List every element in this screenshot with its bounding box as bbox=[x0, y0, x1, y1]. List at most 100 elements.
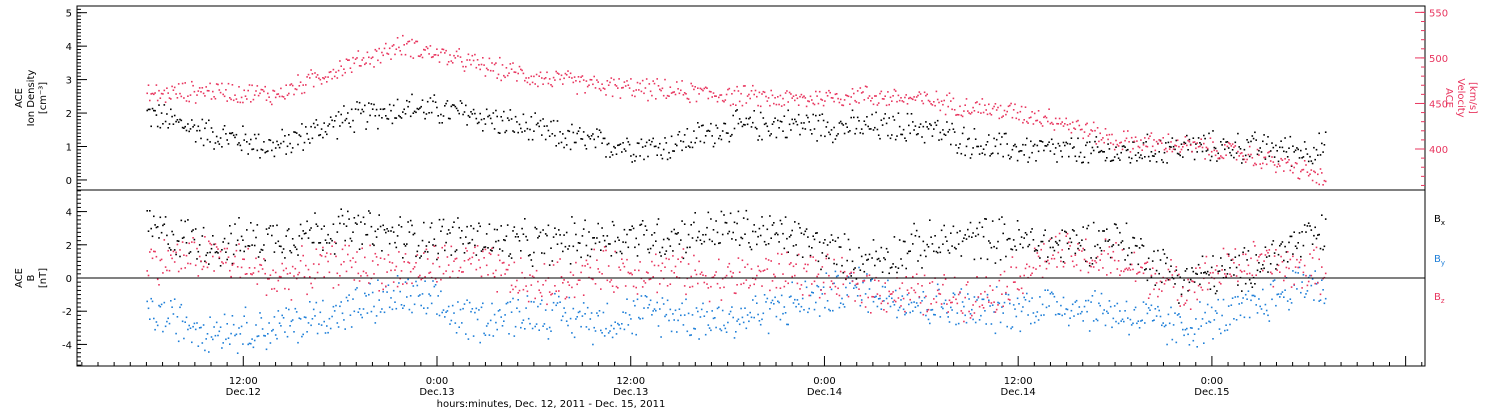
data-point bbox=[303, 91, 306, 94]
data-point bbox=[586, 134, 589, 137]
data-point bbox=[156, 226, 159, 228]
data-point bbox=[1128, 156, 1130, 159]
data-point bbox=[388, 261, 391, 263]
data-point bbox=[488, 57, 491, 60]
data-point bbox=[280, 245, 282, 248]
data-point bbox=[678, 243, 681, 245]
data-point bbox=[455, 107, 458, 110]
data-point bbox=[1301, 169, 1303, 171]
data-point bbox=[1302, 156, 1305, 158]
data-point bbox=[881, 300, 884, 302]
data-point bbox=[444, 244, 446, 247]
data-point bbox=[723, 324, 725, 327]
data-point bbox=[577, 279, 580, 281]
data-point bbox=[514, 115, 517, 118]
data-point bbox=[164, 266, 167, 268]
data-point bbox=[392, 289, 395, 292]
data-point bbox=[554, 134, 556, 137]
data-point bbox=[264, 85, 266, 88]
data-point bbox=[1098, 269, 1100, 271]
data-point bbox=[790, 129, 792, 131]
data-point bbox=[1165, 142, 1167, 144]
data-point bbox=[640, 295, 643, 297]
data-point bbox=[1070, 309, 1073, 312]
y-tick-label: -2 bbox=[62, 307, 72, 318]
data-point bbox=[820, 289, 822, 291]
data-point bbox=[294, 131, 297, 134]
data-point bbox=[938, 288, 940, 291]
data-point bbox=[538, 75, 540, 77]
data-point bbox=[212, 255, 214, 258]
data-point bbox=[1195, 143, 1197, 145]
data-point bbox=[761, 318, 763, 321]
data-point bbox=[652, 244, 654, 247]
data-point bbox=[1035, 315, 1037, 318]
data-point bbox=[598, 241, 601, 243]
data-point bbox=[752, 121, 754, 124]
data-point bbox=[438, 61, 441, 63]
data-point bbox=[1217, 152, 1219, 155]
data-point bbox=[1246, 298, 1248, 300]
data-point bbox=[347, 299, 349, 302]
data-point bbox=[344, 239, 346, 242]
data-point bbox=[1273, 156, 1276, 158]
data-point bbox=[322, 246, 324, 249]
data-point bbox=[149, 99, 151, 102]
data-point bbox=[918, 296, 921, 298]
data-point bbox=[682, 324, 685, 326]
data-point bbox=[1221, 269, 1223, 271]
data-point bbox=[1241, 271, 1243, 273]
data-point bbox=[1179, 154, 1181, 157]
data-point bbox=[503, 239, 505, 241]
data-point bbox=[573, 296, 576, 299]
data-point bbox=[210, 127, 213, 129]
data-point bbox=[483, 332, 485, 335]
data-point bbox=[973, 128, 976, 130]
data-point bbox=[657, 264, 660, 267]
data-point bbox=[775, 136, 778, 139]
data-point bbox=[551, 260, 554, 262]
data-point bbox=[606, 143, 609, 146]
data-point bbox=[541, 77, 543, 79]
data-point bbox=[1248, 272, 1251, 275]
data-point bbox=[407, 278, 409, 281]
data-point bbox=[424, 49, 426, 51]
data-point bbox=[560, 74, 563, 77]
data-point bbox=[630, 155, 632, 157]
data-point bbox=[837, 287, 839, 290]
data-point bbox=[274, 334, 277, 336]
data-point bbox=[425, 113, 428, 115]
data-point bbox=[737, 90, 740, 92]
data-point bbox=[1136, 245, 1138, 247]
data-point bbox=[164, 216, 167, 218]
data-point bbox=[834, 240, 837, 242]
data-point bbox=[369, 212, 371, 214]
data-point bbox=[1019, 110, 1022, 113]
data-point bbox=[212, 338, 214, 341]
data-point bbox=[1243, 148, 1246, 151]
data-point bbox=[1024, 144, 1027, 146]
data-point bbox=[1170, 259, 1172, 261]
data-point bbox=[522, 72, 525, 75]
data-point bbox=[1044, 229, 1046, 231]
data-point bbox=[946, 240, 948, 242]
data-point bbox=[998, 117, 1001, 120]
data-point bbox=[449, 323, 451, 325]
data-point bbox=[863, 99, 866, 101]
data-point bbox=[510, 284, 513, 287]
data-point bbox=[1121, 148, 1124, 151]
data-point bbox=[588, 231, 590, 233]
data-point bbox=[499, 309, 501, 311]
data-point bbox=[167, 317, 169, 320]
data-point bbox=[1200, 143, 1202, 146]
data-point bbox=[1052, 293, 1054, 295]
data-point bbox=[348, 122, 350, 124]
data-point bbox=[268, 227, 270, 229]
data-point bbox=[1066, 142, 1069, 145]
data-point bbox=[986, 141, 989, 143]
data-point bbox=[754, 126, 757, 129]
data-point bbox=[1094, 260, 1096, 262]
data-point bbox=[790, 262, 792, 264]
data-point bbox=[1023, 274, 1025, 277]
data-point bbox=[1235, 275, 1238, 277]
